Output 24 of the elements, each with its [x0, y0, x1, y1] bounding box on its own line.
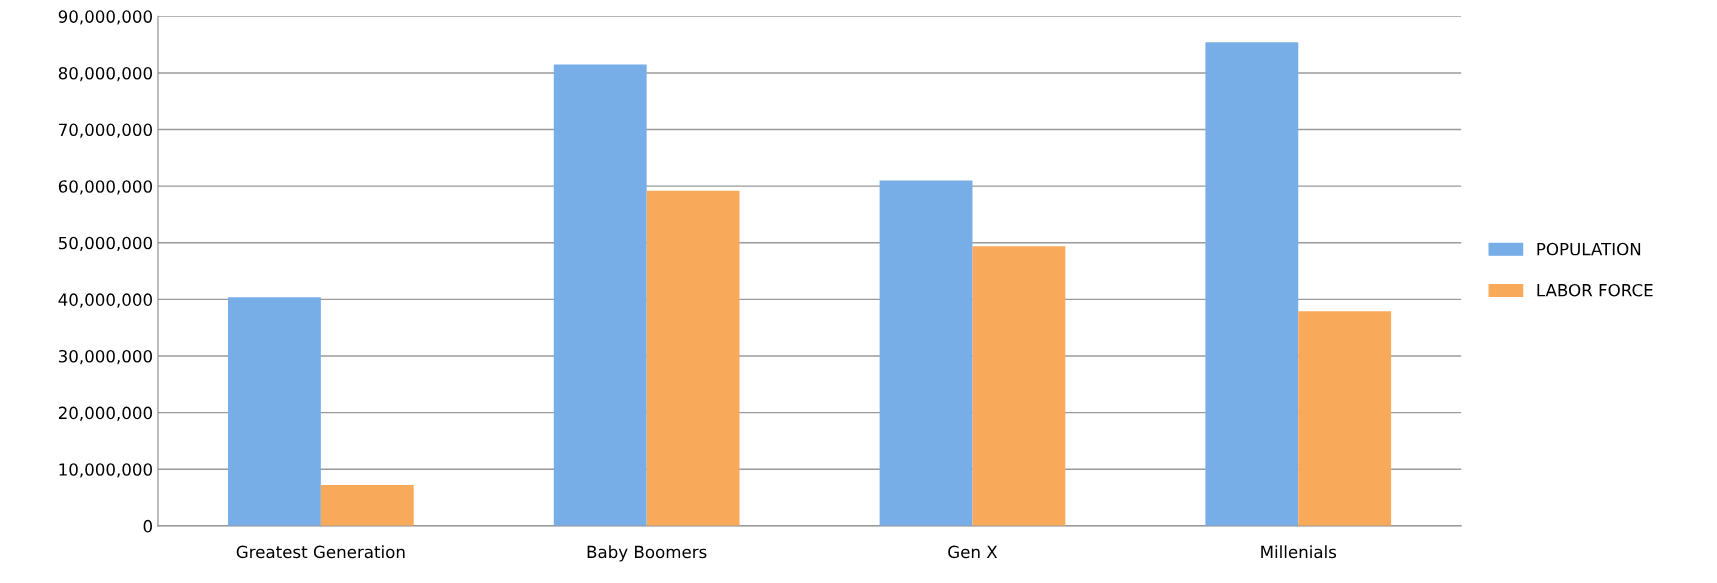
x-tick-label: Greatest Generation [236, 545, 405, 559]
bar [228, 297, 321, 526]
y-tick-label: 0 [143, 519, 152, 533]
y-tick-label: 60,000,000 [58, 180, 152, 195]
y-tick-label: 20,000,000 [58, 406, 152, 421]
bar [1298, 311, 1392, 526]
y-tick-label: 70,000,000 [59, 123, 152, 138]
bar [320, 485, 414, 526]
y-tick-label: 10,000,000 [59, 463, 152, 478]
bar [879, 180, 973, 526]
bar [646, 190, 740, 526]
legend-label: LABOR FORCE [1537, 283, 1653, 297]
x-tick-label: Millenials [1261, 545, 1337, 559]
bar [972, 246, 1066, 526]
x-tick-label: Baby Boomers [587, 545, 707, 562]
legend-label: POPULATION [1537, 242, 1641, 256]
y-tick-label: 90,000,000 [58, 10, 152, 25]
x-tick-label: Gen X [948, 545, 998, 559]
y-tick-label: 50,000,000 [58, 236, 152, 252]
y-tick-label: 30,000,000 [58, 349, 152, 365]
y-tick-label: 80,000,000 [58, 66, 152, 82]
bar [553, 64, 647, 526]
bar [1205, 42, 1299, 526]
y-tick-label: 40,000,000 [58, 293, 152, 308]
